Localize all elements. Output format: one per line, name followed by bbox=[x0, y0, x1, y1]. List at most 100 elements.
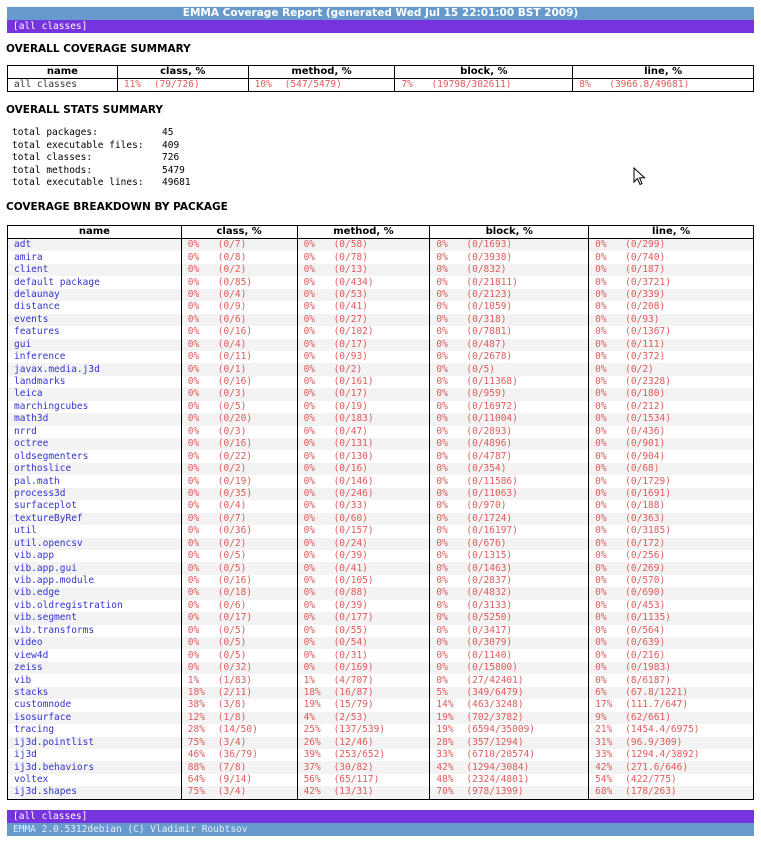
package-link[interactable]: vib.app.gui bbox=[14, 562, 77, 574]
package-link[interactable]: vib.transforms bbox=[14, 624, 95, 636]
package-link[interactable]: marchingcubes bbox=[14, 400, 89, 412]
package-link[interactable]: util bbox=[14, 525, 37, 537]
package-link[interactable]: process3d bbox=[14, 487, 66, 499]
method-coverage-cell: 0% (0/169) bbox=[296, 661, 431, 675]
package-link[interactable]: textureByRef bbox=[14, 512, 83, 524]
class-coverage-cell: 0% (0/16) bbox=[180, 438, 298, 451]
line-coverage-cell: 0% (0/216) bbox=[588, 649, 754, 662]
col-method-header: method, % bbox=[247, 65, 396, 79]
package-link[interactable]: util.opencsv bbox=[14, 537, 83, 549]
package-link[interactable]: gui bbox=[14, 338, 32, 350]
package-link[interactable]: zeiss bbox=[14, 662, 43, 674]
table-row: nrrd 0% (0/3) 0% (0/47) 0% (0/2893) 0% (0/436) bbox=[7, 425, 754, 438]
table-row: tracing 28% (14/50) 25% (137/539) 19% (6594/35… bbox=[7, 724, 754, 737]
package-link[interactable]: delaunay bbox=[14, 288, 60, 300]
breakdown-col-class: class, % bbox=[180, 225, 298, 239]
package-link[interactable]: amira bbox=[14, 251, 43, 263]
col-block-header: block, % bbox=[394, 65, 574, 79]
package-link[interactable]: features bbox=[14, 326, 60, 338]
block-coverage-cell: 0% (0/3417) bbox=[429, 624, 590, 637]
line-coverage-cell: 0% (0/901) bbox=[588, 438, 754, 451]
summary-class: 11% (79/726) bbox=[116, 77, 249, 92]
line-coverage-cell: 0% (0/1983) bbox=[588, 661, 754, 675]
package-link[interactable]: ij3d.shapes bbox=[14, 786, 77, 798]
package-link[interactable]: vib.segment bbox=[14, 612, 77, 624]
method-coverage-cell: 0% (0/47) bbox=[296, 425, 431, 438]
package-link[interactable]: math3d bbox=[14, 413, 49, 425]
package-link[interactable]: landmarks bbox=[14, 376, 66, 388]
class-coverage-cell: 0% (0/85) bbox=[180, 276, 298, 289]
method-coverage-cell: 0% (0/2) bbox=[296, 363, 431, 376]
method-coverage-cell: 0% (0/177) bbox=[296, 612, 431, 625]
class-coverage-cell: 0% (0/7) bbox=[180, 512, 298, 526]
package-link[interactable]: ij3d.behaviors bbox=[14, 761, 95, 773]
col-line-header: line, % bbox=[572, 65, 754, 79]
all-classes-link-top[interactable]: [all classes] bbox=[13, 21, 88, 32]
breakdown-col-name: name bbox=[7, 225, 182, 239]
line-coverage-cell: 0% (0/690) bbox=[588, 587, 754, 600]
package-link[interactable]: vib.edge bbox=[14, 587, 60, 599]
package-link[interactable]: pal.math bbox=[14, 475, 60, 487]
package-name-cell: util.opencsv bbox=[7, 537, 182, 550]
block-coverage-cell: 0% (0/5) bbox=[429, 363, 590, 376]
package-link[interactable]: tracing bbox=[14, 724, 55, 736]
table-row: zeiss 0% (0/32) 0% (0/169) 0% (0/15800) 0% (0/19… bbox=[7, 661, 754, 675]
method-coverage-cell: 4% (2/53) bbox=[296, 711, 431, 725]
line-coverage-cell: 0% (0/436) bbox=[588, 425, 754, 438]
package-link[interactable]: orthoslice bbox=[14, 463, 72, 475]
package-link[interactable]: voltex bbox=[14, 774, 49, 786]
package-link[interactable]: client bbox=[14, 264, 49, 276]
class-coverage-cell: 0% (0/16) bbox=[180, 375, 298, 389]
package-link[interactable]: default package bbox=[14, 276, 100, 288]
package-link[interactable]: nrrd bbox=[14, 425, 37, 437]
package-link[interactable]: view4d bbox=[14, 649, 49, 661]
package-link[interactable]: ij3d.pointlist bbox=[14, 736, 95, 748]
line-coverage-cell: 0% (0/740) bbox=[588, 251, 754, 264]
breakdown-col-line: line, % bbox=[588, 225, 754, 239]
block-coverage-cell: 70% (978/1399) bbox=[429, 786, 590, 800]
package-link[interactable]: customnode bbox=[14, 699, 72, 711]
line-coverage-cell: 0% (0/339) bbox=[588, 288, 754, 302]
block-coverage-cell: 0% (0/832) bbox=[429, 263, 590, 277]
block-coverage-cell: 0% (0/1693) bbox=[429, 238, 590, 252]
package-name-cell: vib bbox=[7, 674, 182, 687]
package-link[interactable]: oldsegmenters bbox=[14, 450, 89, 462]
block-coverage-cell: 0% (0/1140) bbox=[429, 649, 590, 662]
block-coverage-cell: 0% (0/7881) bbox=[429, 326, 590, 339]
package-link[interactable]: octree bbox=[14, 438, 49, 450]
package-link[interactable]: leica bbox=[14, 388, 43, 400]
table-row: amira 0% (0/8) 0% (0/78) 0% (0/3938) 0% (0/740) bbox=[7, 251, 754, 264]
summary-row: all classes 11% (79/726) 10% (547/5479) 7%… bbox=[7, 77, 754, 92]
all-classes-link-bottom[interactable]: [all classes] bbox=[13, 811, 88, 822]
package-link[interactable]: vib.oldregistration bbox=[14, 599, 123, 611]
package-link[interactable]: distance bbox=[14, 301, 60, 313]
block-coverage-cell: 48% (2324/4801) bbox=[429, 773, 590, 787]
package-link[interactable]: vib.app bbox=[14, 550, 55, 562]
package-link[interactable]: adt bbox=[14, 239, 32, 251]
package-link[interactable]: javax.media.j3d bbox=[14, 363, 100, 375]
class-coverage-cell: 0% (0/3) bbox=[180, 425, 298, 438]
line-coverage-cell: 0% (0/904) bbox=[588, 450, 754, 463]
line-coverage-cell: 0% (0/180) bbox=[588, 388, 754, 401]
stat-row: total executable files: 409 bbox=[12, 139, 180, 151]
package-link[interactable]: ij3d bbox=[14, 749, 37, 761]
package-name-cell: vib.segment bbox=[7, 612, 182, 625]
package-name-cell: vib.app bbox=[7, 549, 182, 563]
class-coverage-cell: 0% (0/4) bbox=[180, 500, 298, 513]
package-link[interactable]: stacks bbox=[14, 686, 49, 698]
package-name-cell: ij3d.shapes bbox=[7, 786, 182, 800]
block-coverage-cell: 33% (6710/20574) bbox=[429, 748, 590, 762]
block-coverage-cell: 0% (0/2893) bbox=[429, 425, 590, 438]
line-coverage-cell: 31% (96.9/309) bbox=[588, 736, 754, 749]
package-link[interactable]: vib bbox=[14, 674, 32, 686]
package-link[interactable]: video bbox=[14, 637, 43, 649]
package-link[interactable]: events bbox=[14, 313, 49, 325]
package-link[interactable]: isosurface bbox=[14, 711, 72, 723]
table-row: oldsegmenters 0% (0/22) 0% (0/130) 0% (0/4787)… bbox=[7, 450, 754, 463]
package-link[interactable]: vib.app.module bbox=[14, 575, 95, 587]
method-coverage-cell: 37% (30/82) bbox=[296, 761, 431, 774]
package-link[interactable]: surfaceplot bbox=[14, 500, 77, 512]
class-coverage-cell: 0% (0/2) bbox=[180, 462, 298, 476]
class-coverage-cell: 64% (9/14) bbox=[180, 773, 298, 787]
package-link[interactable]: inference bbox=[14, 351, 66, 363]
